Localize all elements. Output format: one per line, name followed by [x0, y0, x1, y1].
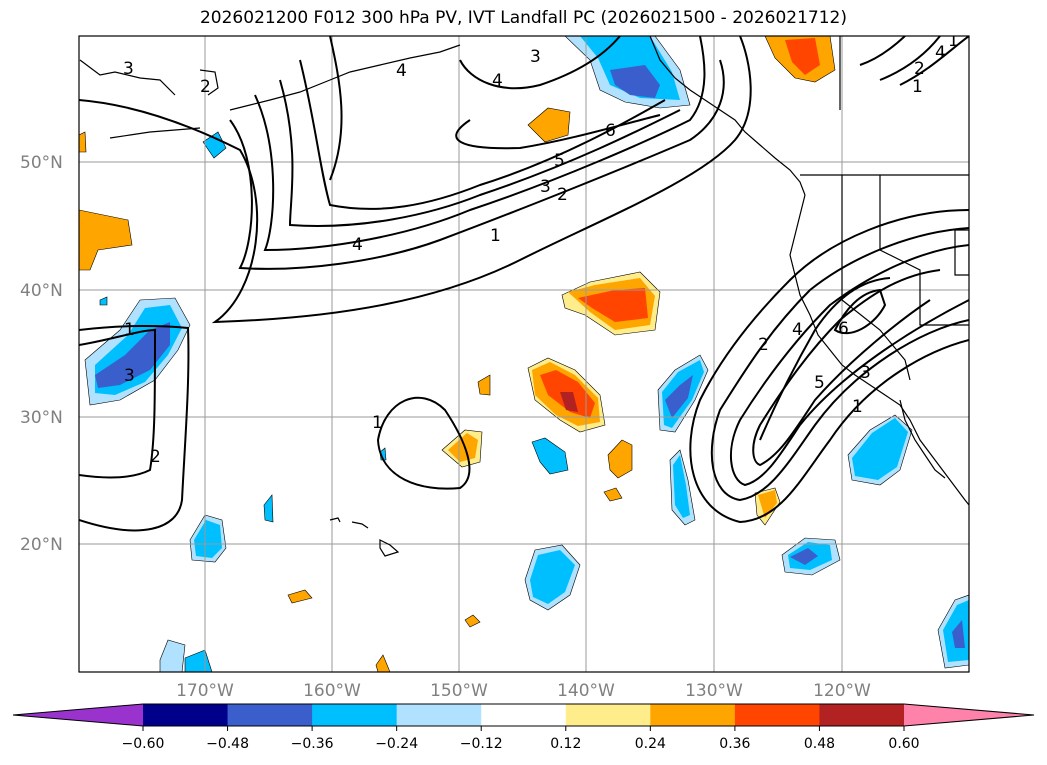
- lon-tick-labels: 170°W 160°W 150°W 140°W 130°W 120°W: [176, 681, 871, 701]
- contour-label: 1: [124, 320, 135, 340]
- map-title: 2026021200 F012 300 hPa PV, IVT Landfall…: [199, 8, 847, 28]
- contour-label: 6: [838, 319, 849, 339]
- contour-label: 6: [605, 121, 616, 141]
- colorbar-tick-label: −0.36: [291, 736, 334, 752]
- contour-label: 3: [124, 366, 135, 386]
- colorbar-segment: [650, 704, 736, 726]
- contour-label: 1: [852, 397, 863, 417]
- colorbar-segment: [819, 704, 905, 726]
- colorbar-tick-label: 0.36: [719, 736, 750, 752]
- colorbar-segment: [481, 704, 567, 726]
- colorbar-tick-label: 0.60: [888, 736, 919, 752]
- colorbar-tick-label: −0.48: [206, 736, 249, 752]
- colorbar-segment: [734, 704, 820, 726]
- colorbar-segment: [227, 704, 313, 726]
- contour-label: 4: [935, 43, 946, 63]
- contour-label: 3: [123, 59, 134, 79]
- lon-tick-label: 160°W: [303, 681, 361, 701]
- contour-label: 5: [554, 151, 565, 171]
- lat-tick-labels: 50°N 40°N 30°N 20°N: [20, 153, 63, 555]
- lon-tick-label: 170°W: [176, 681, 234, 701]
- lat-tick-label: 30°N: [20, 408, 63, 428]
- map-area: [79, 36, 969, 672]
- contour-label: 4: [792, 320, 803, 340]
- colorbar-tick-label: −0.24: [375, 736, 418, 752]
- contour-label: 3: [530, 47, 541, 67]
- contour-label: 4: [396, 61, 407, 81]
- lat-tick-label: 40°N: [20, 281, 63, 301]
- colorbar-tick-label: −0.12: [460, 736, 503, 752]
- contour-label: 5: [814, 373, 825, 393]
- contour-label: 2: [758, 335, 769, 355]
- colorbar-tick-label: 0.12: [550, 736, 581, 752]
- colorbar-tick-label: −0.60: [122, 736, 165, 752]
- contour-label: 2: [914, 59, 925, 79]
- map-border: [78, 35, 970, 673]
- lon-tick-label: 130°W: [685, 681, 743, 701]
- contour-label: 2: [200, 77, 211, 97]
- lat-tick-label: 20°N: [20, 535, 63, 555]
- contour-label: 1: [490, 226, 501, 246]
- lat-tick-label: 50°N: [20, 153, 63, 173]
- colorbar-tick-label: 0.48: [804, 736, 835, 752]
- colorbar: −0.60 −0.48 −0.36 −0.24 −0.12 0.12 0.24 0.36 0.4…: [12, 703, 1035, 752]
- contour-label: 3: [860, 363, 871, 383]
- contour-label: 2: [150, 447, 161, 467]
- lon-tick-label: 120°W: [813, 681, 871, 701]
- contour-label: 1: [912, 77, 923, 97]
- contour-label: 2: [557, 185, 568, 205]
- lon-tick-label: 150°W: [430, 681, 488, 701]
- colorbar-tick-label: 0.24: [635, 736, 666, 752]
- colorbar-segment: [565, 704, 651, 726]
- colorbar-segment: [312, 704, 398, 726]
- contour-label: 4: [492, 71, 503, 91]
- contour-label: 3: [540, 177, 551, 197]
- colorbar-segment: [396, 704, 482, 726]
- lon-tick-label: 140°W: [557, 681, 615, 701]
- contour-label: 1: [948, 31, 959, 51]
- contour-label: 1: [372, 413, 383, 433]
- colorbar-extend-low: [13, 704, 143, 726]
- colorbar-extend-high: [904, 704, 1034, 726]
- ivt-contours: [79, 36, 969, 532]
- colorbar-segment: [143, 704, 229, 726]
- gridlines: [79, 36, 969, 672]
- contour-label: 4: [352, 235, 363, 255]
- contour-labels: 3 2 4 3 4 6 5 3 2 1 4 1 3 2 1 2 4 6 5 3 …: [123, 31, 959, 467]
